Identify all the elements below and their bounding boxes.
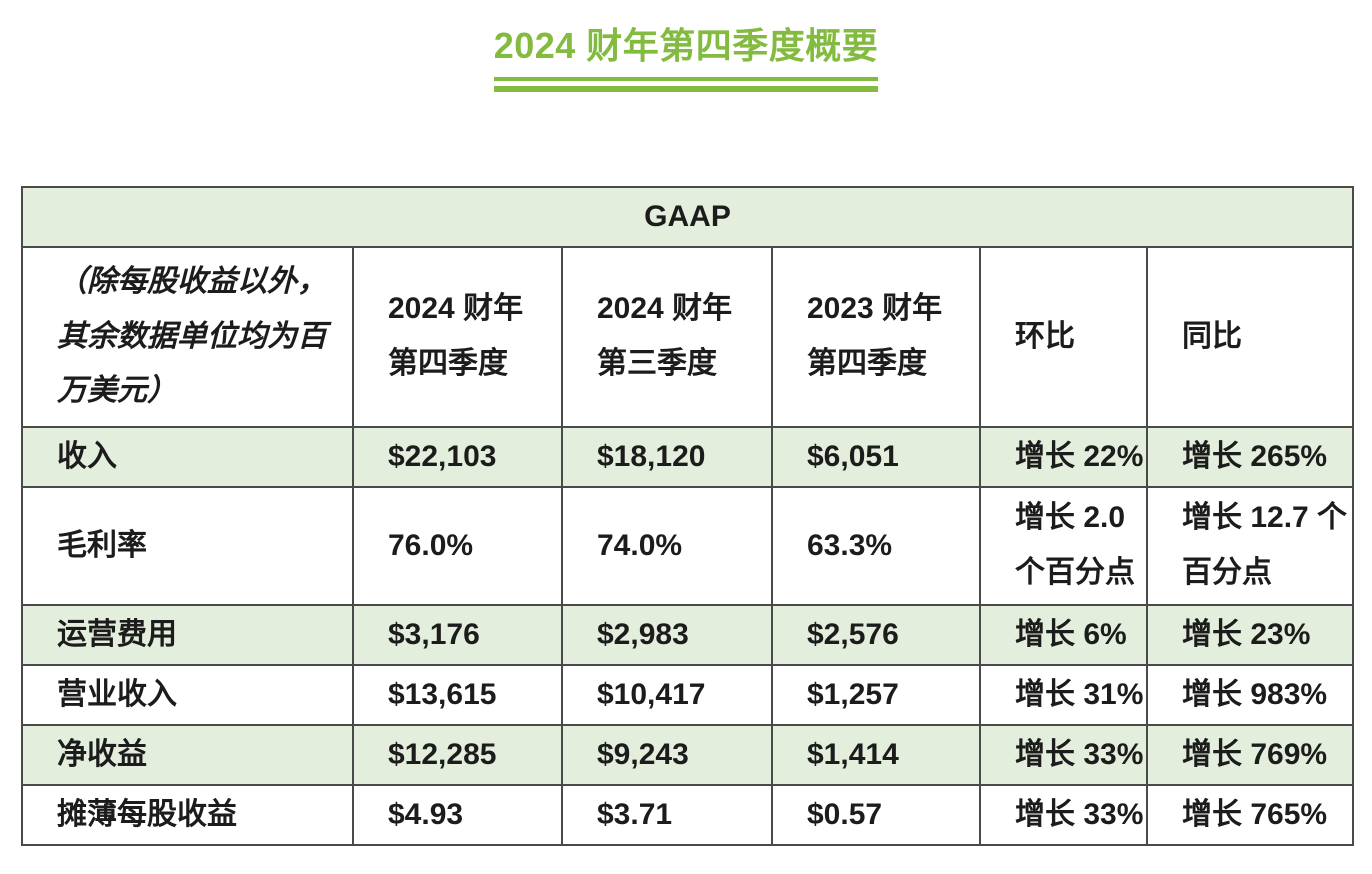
- cell-yoy: 增长 23%: [1146, 603, 1354, 666]
- row-label: 毛利率: [21, 485, 354, 606]
- column-header-line: 第四季度: [807, 347, 927, 381]
- cell-yoy: 增长 265%: [1146, 425, 1354, 488]
- row-label: 运营费用: [21, 603, 354, 666]
- page-title: 2024 财年第四季度概要: [493, 25, 879, 66]
- column-header-q4-fy2024: 2024 财年 第四季度: [352, 246, 563, 428]
- column-header-qoq: 环比: [979, 246, 1148, 428]
- row-label: 净收益: [21, 723, 354, 786]
- column-header-unit-note: （除每股收益以外， 其余数据单位均为百 万美元）: [21, 246, 354, 428]
- cell-q3-fy2024: $3.71: [561, 783, 773, 846]
- cell-q4-fy2024: $12,285: [352, 723, 563, 786]
- gaap-quarterly-summary-table: GAAP （除每股收益以外， 其余数据单位均为百 万美元） 2024 财年 第四…: [21, 186, 1354, 846]
- cell-q4-fy2024: $3,176: [352, 603, 563, 666]
- cell-q3-fy2024: $9,243: [561, 723, 773, 786]
- cell-yoy: 增长 765%: [1146, 783, 1354, 846]
- cell-q3-fy2024: $18,120: [561, 425, 773, 488]
- row-label: 营业收入: [21, 663, 354, 726]
- title-underline-top: [493, 77, 879, 82]
- table-row-net-income: 净收益 $12,285 $9,243 $1,414 增长 33% 增长 769%: [21, 723, 1354, 786]
- cell-yoy: 增长 12.7 个百分点: [1146, 485, 1354, 606]
- cell-qoq: 增长 2.0 个百分点: [979, 485, 1148, 606]
- unit-note-line: 万美元）: [57, 374, 177, 408]
- table-row-operating-expenses: 运营费用 $3,176 $2,983 $2,576 增长 6% 增长 23%: [21, 603, 1354, 666]
- column-header-q3-fy2024: 2024 财年 第三季度: [561, 246, 773, 428]
- page-header: 2024 财年第四季度概要: [0, 0, 1372, 93]
- row-label: 收入: [21, 425, 354, 488]
- column-header-yoy: 同比: [1146, 246, 1354, 428]
- cell-q3-fy2024: $2,983: [561, 603, 773, 666]
- cell-qoq: 增长 6%: [979, 603, 1148, 666]
- table-row-revenue: 收入 $22,103 $18,120 $6,051 增长 22% 增长 265%: [21, 425, 1354, 488]
- table-row-gross-margin: 毛利率 76.0% 74.0% 63.3% 增长 2.0 个百分点 增长 12.…: [21, 485, 1354, 606]
- cell-q4-fy2023: $2,576: [771, 603, 981, 666]
- column-header-line: 2024 财年: [597, 292, 733, 326]
- cell-qoq: 增长 22%: [979, 425, 1148, 488]
- column-header-row: （除每股收益以外， 其余数据单位均为百 万美元） 2024 财年 第四季度 20…: [21, 246, 1354, 428]
- cell-q4-fy2024: $13,615: [352, 663, 563, 726]
- column-header-q4-fy2023: 2023 财年 第四季度: [771, 246, 981, 428]
- column-header-line: 2023 财年: [807, 292, 943, 326]
- row-label: 摊薄每股收益: [21, 783, 354, 846]
- cell-q4-fy2024: $4.93: [352, 783, 563, 846]
- column-header-line: 2024 财年: [388, 292, 524, 326]
- table-row-diluted-eps: 摊薄每股收益 $4.93 $3.71 $0.57 增长 33% 增长 765%: [21, 783, 1354, 846]
- cell-qoq: 增长 31%: [979, 663, 1148, 726]
- cell-q4-fy2023: $6,051: [771, 425, 981, 488]
- cell-qoq: 增长 33%: [979, 723, 1148, 786]
- cell-yoy: 增长 769%: [1146, 723, 1354, 786]
- cell-q4-fy2024: 76.0%: [352, 485, 563, 606]
- unit-note-line: （除每股收益以外，: [57, 265, 327, 299]
- table-row-operating-income: 营业收入 $13,615 $10,417 $1,257 增长 31% 增长 98…: [21, 663, 1354, 726]
- cell-qoq: 增长 33%: [979, 783, 1148, 846]
- cell-q3-fy2024: 74.0%: [561, 485, 773, 606]
- column-header-line: 第四季度: [388, 347, 508, 381]
- cell-q4-fy2023: $0.57: [771, 783, 981, 846]
- cell-yoy: 增长 983%: [1146, 663, 1354, 726]
- cell-q4-fy2023: 63.3%: [771, 485, 981, 606]
- cell-q3-fy2024: $10,417: [561, 663, 773, 726]
- unit-note-line: 其余数据单位均为百: [57, 319, 327, 353]
- column-header-line: 第三季度: [597, 347, 717, 381]
- title-underline-bottom: [493, 86, 879, 93]
- cell-q4-fy2023: $1,414: [771, 723, 981, 786]
- table-group-header: GAAP: [21, 186, 1354, 249]
- title-block: 2024 财年第四季度概要: [493, 24, 879, 93]
- cell-q4-fy2023: $1,257: [771, 663, 981, 726]
- group-header-row: GAAP: [21, 186, 1354, 249]
- cell-q4-fy2024: $22,103: [352, 425, 563, 488]
